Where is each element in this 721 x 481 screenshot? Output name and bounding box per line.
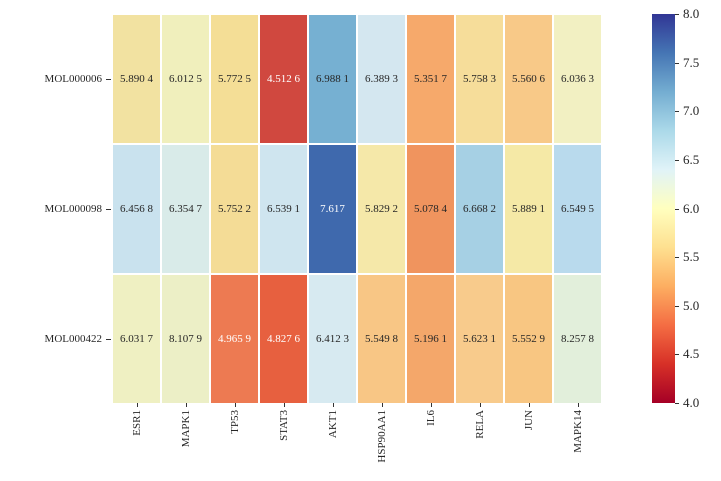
heatmap-cell-MOL000422-HSP90AA1: 5.549 8 (358, 275, 405, 403)
row-label-MOL000006: MOL000006 (44, 73, 102, 85)
col-label-ESR1: ESR1 (130, 410, 143, 436)
y-tick (106, 339, 111, 340)
row-label-MOL000098: MOL000098 (44, 203, 102, 215)
colorbar-tick-label-4.0: 4.0 (683, 395, 700, 410)
heatmap-cell-MOL000098-IL6: 5.078 4 (407, 145, 454, 273)
colorbar-tick (675, 403, 679, 404)
heatmap-cell-MOL000422-AKT1: 6.412 3 (309, 275, 356, 403)
x-tick (185, 403, 187, 407)
heatmap-cell-MOL000422-JUN: 5.552 9 (505, 275, 552, 403)
col-label-MAPK14: MAPK14 (571, 410, 584, 453)
heatmap-cell-MOL000006-HSP90AA1: 6.389 3 (358, 15, 405, 143)
x-tick (381, 403, 383, 407)
heatmap-cell-MOL000006-STAT3: 4.512 6 (260, 15, 307, 143)
colorbar-tick (675, 208, 679, 210)
heatmap-cell-MOL000098-TP53: 5.752 2 (211, 145, 258, 273)
y-tick (106, 209, 111, 210)
colorbar (652, 14, 675, 403)
colorbar-tick-label-6.0: 6.0 (683, 200, 700, 216)
heatmap-cell-MOL000422-MAPK1: 8.107 9 (162, 275, 209, 403)
x-tick (332, 403, 334, 407)
colorbar-tick-label-5.5: 5.5 (683, 249, 700, 265)
x-tick (430, 403, 432, 407)
colorbar-tick (675, 62, 679, 64)
col-label-TP53: TP53 (228, 410, 241, 434)
colorbar-tick (675, 354, 679, 356)
heatmap-cell-MOL000098-ESR1: 6.456 8 (113, 145, 160, 273)
heatmap-cell-MOL000006-ESR1: 5.890 4 (113, 15, 160, 143)
colorbar-tick (675, 305, 679, 307)
heatmap-cell-MOL000098-MAPK1: 6.354 7 (162, 145, 209, 273)
heatmap-cell-MOL000422-ESR1: 6.031 7 (113, 275, 160, 403)
row-label-MOL000422: MOL000422 (44, 333, 102, 345)
col-label-MAPK1: MAPK1 (179, 410, 192, 448)
col-label-IL6: IL6 (424, 410, 437, 426)
x-tick (528, 403, 530, 407)
heatmap-cell-MOL000006-TP53: 5.772 5 (211, 15, 258, 143)
colorbar-tick-label-4.5: 4.5 (683, 346, 700, 362)
heatmap-cell-MOL000422-MAPK14: 8.257 8 (554, 275, 601, 403)
heatmap-cell-MOL000006-RELA: 5.758 3 (456, 15, 503, 143)
heatmap-cell-MOL000422-RELA: 5.623 1 (456, 275, 503, 403)
heatmap-cell-MOL000006-MAPK14: 6.036 3 (554, 15, 601, 143)
heatmap-cell-MOL000422-STAT3: 4.827 6 (260, 275, 307, 403)
colorbar-tick (675, 257, 679, 259)
heatmap-cell-MOL000098-MAPK14: 6.549 5 (554, 145, 601, 273)
colorbar-tick-label-5.0: 5.0 (683, 297, 700, 313)
heatmap-grid: 5.890 4 6.012 5 5.772 5 4.512 6 6.988 1 6.389… (113, 15, 601, 403)
colorbar-tick (675, 14, 679, 15)
colorbar-tick-label-6.5: 6.5 (683, 151, 700, 167)
colorbar-tick-label-7.5: 7.5 (683, 54, 700, 70)
colorbar-tick-label-8.0: 8.0 (683, 6, 700, 21)
heatmap-cell-MOL000006-MAPK1: 6.012 5 (162, 15, 209, 143)
heatmap-cell-MOL000006-IL6: 5.351 7 (407, 15, 454, 143)
x-tick (479, 403, 481, 407)
heatmap-cell-MOL000098-JUN: 5.889 1 (505, 145, 552, 273)
x-tick (136, 403, 138, 407)
x-tick (283, 403, 285, 407)
heatmap-cell-MOL000006-JUN: 5.560 6 (505, 15, 552, 143)
col-label-AKT1: AKT1 (326, 410, 339, 439)
colorbar-tick-label-7.0: 7.0 (683, 103, 700, 119)
x-tick (577, 403, 579, 407)
colorbar-tick (675, 159, 679, 161)
col-label-HSP90AA1: HSP90AA1 (375, 410, 388, 463)
heatmap-cell-MOL000098-AKT1: 7.617 (309, 145, 356, 273)
colorbar-tick (675, 111, 679, 113)
heatmap-cell-MOL000422-TP53: 4.965 9 (211, 275, 258, 403)
heatmap-cell-MOL000422-IL6: 5.196 1 (407, 275, 454, 403)
y-tick (106, 79, 111, 80)
heatmap-cell-MOL000098-HSP90AA1: 5.829 2 (358, 145, 405, 273)
col-label-JUN: JUN (522, 410, 535, 431)
col-label-STAT3: STAT3 (277, 410, 290, 441)
heatmap-cell-MOL000098-RELA: 6.668 2 (456, 145, 503, 273)
x-tick (234, 403, 236, 407)
heatmap-cell-MOL000006-AKT1: 6.988 1 (309, 15, 356, 143)
heatmap-cell-MOL000098-STAT3: 6.539 1 (260, 145, 307, 273)
col-label-RELA: RELA (473, 410, 486, 439)
